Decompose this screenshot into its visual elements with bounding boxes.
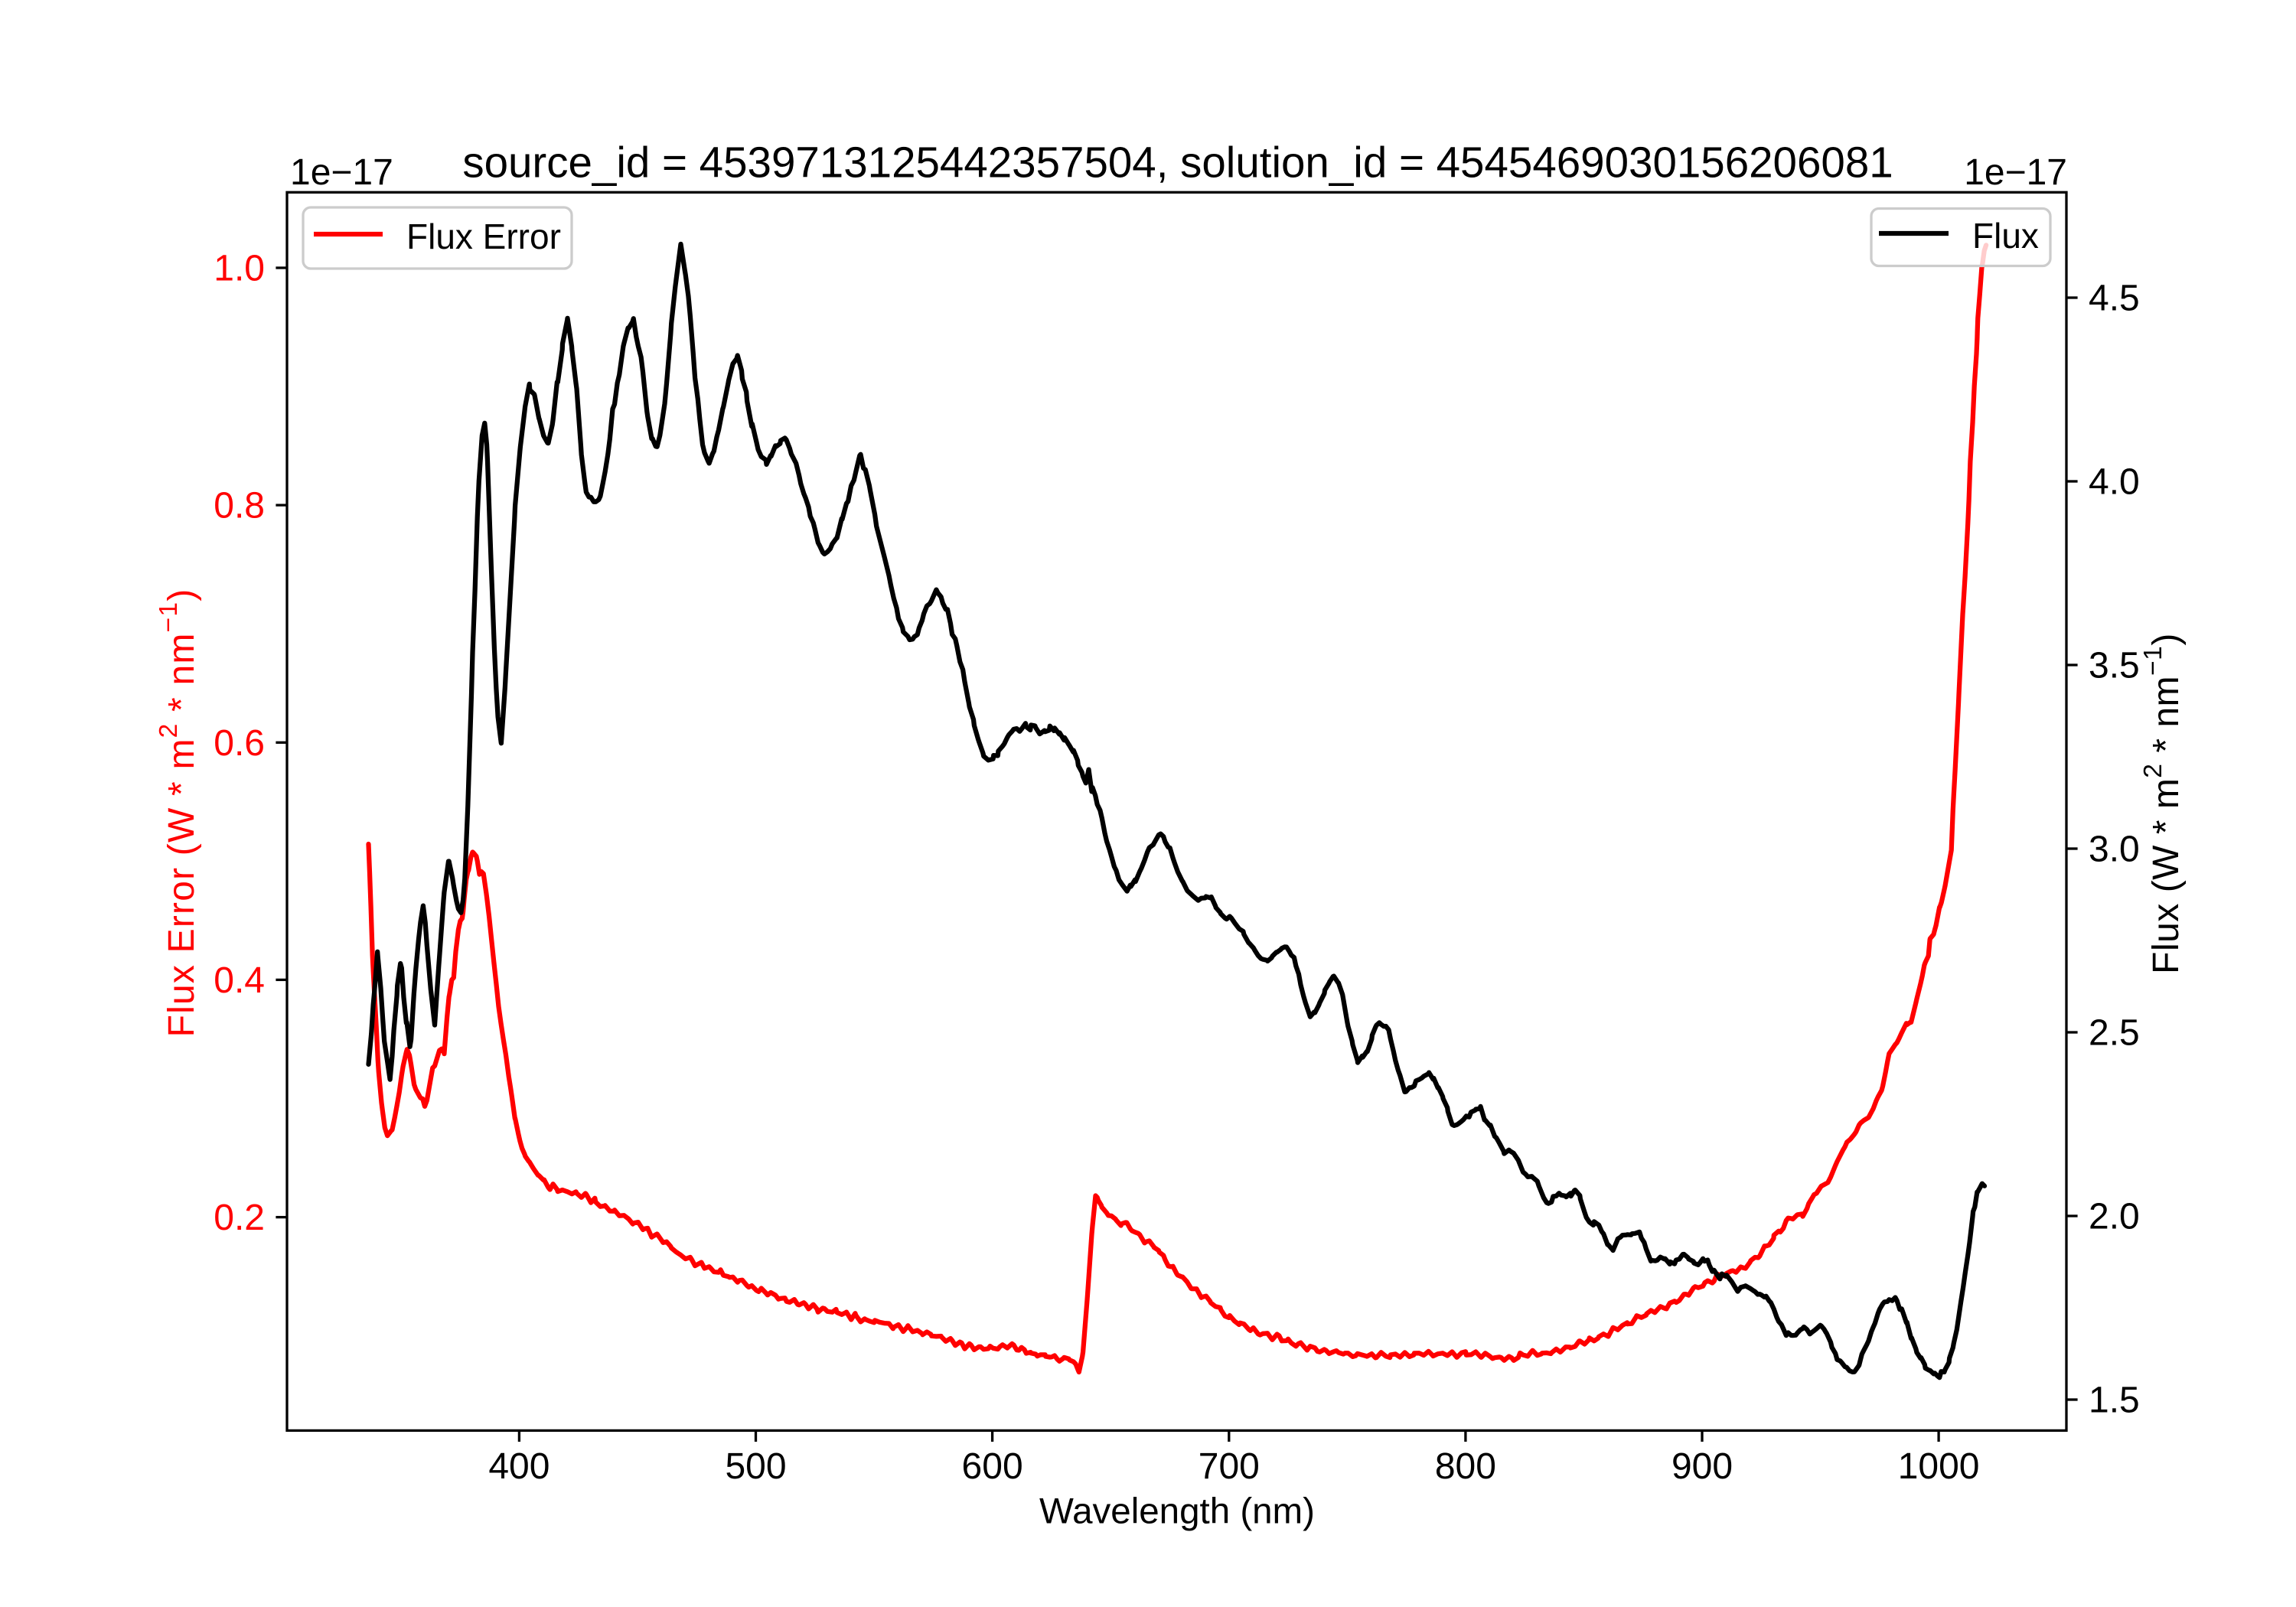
svg-text:600: 600 <box>962 1446 1023 1487</box>
svg-text:Flux: Flux <box>1972 216 2039 256</box>
svg-text:source_id = 453971312544235750: source_id = 4539713125442357504, solutio… <box>462 139 1893 187</box>
svg-text:0.4: 0.4 <box>214 960 265 1001</box>
svg-text:Flux Error: Flux Error <box>406 217 561 256</box>
svg-text:800: 800 <box>1435 1446 1496 1487</box>
svg-text:1e−17: 1e−17 <box>1964 152 2067 193</box>
svg-text:500: 500 <box>725 1446 786 1487</box>
svg-text:1.0: 1.0 <box>214 249 265 289</box>
svg-text:3.5: 3.5 <box>2089 646 2140 686</box>
svg-text:Flux Error (W * m2 * nm−1): Flux Error (W * m2 * nm−1) <box>155 588 202 1038</box>
svg-text:1000: 1000 <box>1898 1446 1980 1487</box>
svg-text:0.2: 0.2 <box>214 1198 265 1238</box>
svg-text:Flux (W * m2 * nm−1): Flux (W * m2 * nm−1) <box>2139 633 2187 974</box>
svg-text:400: 400 <box>488 1446 550 1487</box>
svg-text:2.0: 2.0 <box>2089 1197 2140 1237</box>
svg-text:3.0: 3.0 <box>2089 830 2140 870</box>
svg-text:1e−17: 1e−17 <box>290 152 393 193</box>
svg-text:Wavelength (nm): Wavelength (nm) <box>1039 1491 1315 1532</box>
svg-text:1.5: 1.5 <box>2089 1380 2140 1421</box>
svg-text:2.5: 2.5 <box>2089 1013 2140 1054</box>
svg-text:700: 700 <box>1199 1446 1260 1487</box>
svg-text:0.6: 0.6 <box>214 723 265 764</box>
svg-text:900: 900 <box>1671 1446 1733 1487</box>
svg-text:4.0: 4.0 <box>2089 462 2140 503</box>
svg-text:0.8: 0.8 <box>214 486 265 526</box>
svg-text:4.5: 4.5 <box>2089 279 2140 319</box>
